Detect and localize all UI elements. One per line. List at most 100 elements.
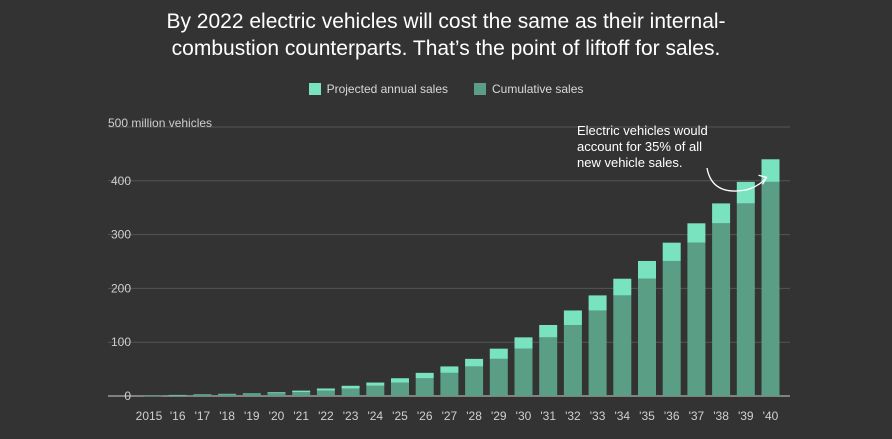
bar-cumulative-10	[391, 382, 409, 396]
bar-cumulative-7	[316, 390, 335, 396]
bar-projected-8	[341, 385, 360, 389]
x-tick-label-10: '25	[392, 409, 408, 423]
annotation-text-line-0: Electric vehicles would	[577, 123, 708, 138]
bar-cumulative-21	[662, 260, 681, 396]
bar-cumulative-24	[736, 203, 755, 396]
bar-projected-6	[292, 390, 311, 393]
x-tick-label-7: '22	[318, 409, 334, 423]
chart-title-line-2: combustion counterparts. That’s the poin…	[171, 37, 721, 60]
y-tick-label-500: 500 million vehicles	[108, 116, 212, 130]
bar-cumulative-0	[144, 395, 162, 397]
chart-title-line-1: By 2022 electric vehicles will cost the …	[166, 10, 726, 33]
bar-cumulative-4	[242, 393, 261, 396]
x-tick-label-15: '30	[516, 409, 532, 423]
x-tick-label-12: '27	[442, 409, 458, 423]
annotation-text-line-1: account for 35% of all	[577, 139, 702, 154]
bar-cumulative-3	[218, 394, 237, 396]
x-tick-label-11: '26	[417, 409, 433, 423]
x-tick-label-16: '31	[540, 409, 556, 423]
x-tick-label-22: '37	[689, 409, 705, 423]
bar-projected-19	[613, 278, 632, 296]
bars	[144, 159, 780, 397]
bar-projected-12	[440, 366, 459, 373]
bar-cumulative-12	[440, 372, 459, 396]
x-tick-label-17: '32	[565, 409, 581, 423]
y-tick-label-400: 400	[111, 174, 131, 188]
annotation-text-line-2: new vehicle sales.	[577, 155, 683, 170]
y-tick-label-0: 0	[124, 389, 131, 403]
bar-projected-17	[563, 310, 582, 325]
bar-projected-13	[465, 358, 484, 367]
bar-cumulative-9	[366, 385, 385, 396]
bar-projected-18	[588, 295, 607, 311]
bar-projected-15	[514, 337, 533, 349]
bar-projected-10	[391, 378, 409, 383]
bar-cumulative-25	[761, 181, 780, 396]
bar-projected-1	[168, 394, 187, 396]
legend-swatch-cumulative	[474, 83, 487, 95]
bar-cumulative-1	[168, 395, 187, 396]
bar-cumulative-20	[638, 278, 656, 396]
x-axis-ticks: 2015 '16 '17 '18 '19 '20 '21 '22 '23 '24 '25 '26 '27…	[136, 409, 779, 423]
legend-label-cumulative: Cumulative sales	[492, 82, 584, 96]
legend-swatch-projected	[308, 83, 321, 95]
bar-projected-21	[662, 242, 681, 261]
x-tick-label-23: '38	[713, 409, 729, 423]
bar-cumulative-2	[193, 394, 212, 396]
y-tick-label-100: 100	[111, 335, 131, 349]
annotation-arrowhead	[758, 174, 768, 185]
bar-cumulative-15	[514, 348, 533, 396]
x-tick-label-21: '36	[664, 409, 680, 423]
y-axis-ticks: 0 100 200 300 400 500 million vehicles	[108, 116, 212, 403]
bar-projected-16	[539, 324, 558, 338]
x-tick-label-24: '39	[738, 409, 754, 423]
bar-cumulative-5	[267, 393, 286, 396]
x-tick-label-8: '23	[343, 409, 359, 423]
legend-item-projected: Projected annual sales	[308, 82, 449, 96]
bar-projected-11	[415, 372, 434, 379]
x-tick-label-13: '28	[466, 409, 482, 423]
y-tick-label-300: 300	[111, 228, 131, 242]
bar-projected-7	[316, 388, 335, 391]
x-tick-label-5: '20	[269, 409, 285, 423]
x-tick-label-3: '18	[219, 409, 235, 423]
legend-item-cumulative: Cumulative sales	[474, 82, 583, 96]
bar-cumulative-17	[563, 324, 582, 396]
x-tick-label-25: '40	[763, 409, 779, 423]
bar-projected-14	[489, 348, 508, 359]
bar-projected-0	[144, 395, 162, 396]
x-tick-label-1: '16	[170, 409, 186, 423]
bar-projected-24	[736, 181, 755, 204]
x-tick-label-20: '35	[639, 409, 655, 423]
bar-cumulative-22	[687, 242, 706, 396]
bar-cumulative-19	[613, 295, 632, 396]
bar-projected-3	[218, 393, 237, 395]
annotation-arrow	[706, 167, 768, 192]
bar-projected-20	[638, 260, 656, 279]
x-tick-label-14: '29	[491, 409, 507, 423]
x-tick-label-9: '24	[367, 409, 383, 423]
bar-cumulative-14	[489, 358, 508, 396]
x-tick-label-0: 2015	[136, 409, 163, 423]
bar-projected-4	[242, 393, 261, 394]
chart-legend: Projected annual sales Cumulative sales	[0, 82, 892, 96]
bar-cumulative-16	[539, 337, 558, 396]
bar-projected-23	[712, 203, 731, 224]
bar-projected-2	[193, 394, 212, 395]
bar-projected-25	[761, 159, 780, 182]
bar-cumulative-13	[465, 366, 484, 396]
bar-cumulative-18	[588, 310, 607, 396]
bar-cumulative-23	[712, 223, 731, 396]
bar-projected-22	[687, 223, 706, 243]
bar-cumulative-8	[341, 388, 360, 396]
x-tick-label-19: '34	[614, 409, 630, 423]
bar-projected-5	[267, 392, 286, 394]
x-tick-label-6: '21	[293, 409, 309, 423]
x-tick-label-4: '19	[244, 409, 260, 423]
bar-cumulative-6	[292, 392, 311, 396]
chart-title: By 2022 electric vehicles will cost the …	[0, 8, 892, 62]
x-tick-label-18: '33	[590, 409, 606, 423]
legend-label-projected: Projected annual sales	[326, 82, 449, 96]
